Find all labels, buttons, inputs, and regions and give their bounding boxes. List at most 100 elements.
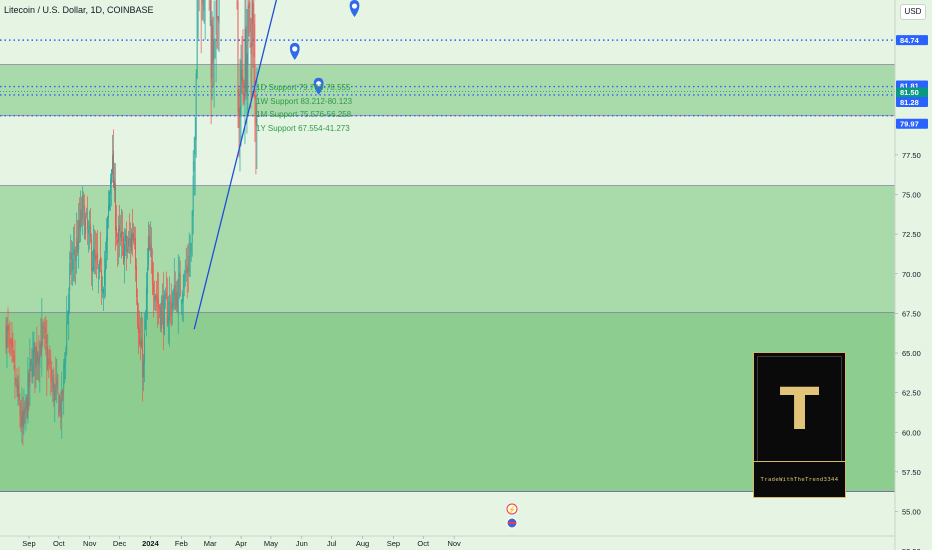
candle-body	[97, 252, 99, 265]
candle-body	[136, 300, 138, 324]
candle-body	[72, 259, 74, 270]
price-tick-label: 67.50	[902, 309, 921, 318]
candle-body	[147, 236, 149, 265]
candle-body	[119, 225, 120, 232]
time-tick-label: Mar	[204, 539, 217, 548]
candle-body	[180, 300, 182, 302]
trend-line-group[interactable]	[193, 0, 352, 330]
candle-body	[142, 360, 144, 378]
candle-body	[49, 358, 51, 364]
candle-body	[202, 0, 204, 4]
flash-event-icon[interactable]	[506, 503, 518, 515]
candle-body	[92, 267, 94, 274]
candle-body	[132, 232, 133, 240]
label-level-4	[896, 96, 928, 107]
candle-body	[35, 347, 37, 365]
candle-body	[195, 73, 197, 141]
trend-line[interactable]	[193, 0, 350, 330]
candle-body	[78, 219, 80, 250]
candle-body	[102, 288, 104, 293]
symbol-title[interactable]: Litecoin / U.S. Dollar, 1D, COINBASE	[4, 5, 154, 15]
time-axis[interactable]: Sep Oct Nov Dec 2024 Feb Mar Apr May Jun Jul Aug Sep…	[22, 536, 461, 548]
candle-body	[138, 328, 140, 344]
candle-body	[192, 175, 194, 217]
candle-body	[43, 327, 45, 329]
candle-body	[190, 242, 192, 254]
candle-body	[122, 231, 123, 234]
candle-body	[98, 267, 100, 269]
marker-pin-1[interactable]	[289, 42, 300, 60]
candle-body	[57, 374, 59, 391]
price-axis[interactable]: 115.00112.50110.00107.50105.00102.50100.…	[895, 0, 925, 550]
candle-body	[27, 373, 29, 420]
candle-body	[124, 244, 125, 261]
candle-body	[91, 239, 93, 271]
candle-body	[134, 237, 136, 270]
candle-body	[183, 274, 185, 289]
candle-body	[247, 5, 249, 66]
candle-body	[94, 250, 96, 257]
marker-pin-2[interactable]	[313, 77, 324, 95]
candle-body	[46, 346, 48, 370]
candle-body	[120, 233, 121, 238]
candle-body	[151, 260, 153, 284]
candle-body	[114, 179, 115, 192]
candle-body	[196, 0, 198, 79]
price-tick-label: 57.50	[902, 468, 921, 477]
candle-body	[116, 226, 117, 238]
time-tick-label: Sep	[387, 539, 400, 548]
candle-body	[107, 217, 109, 241]
candle-body	[48, 362, 50, 364]
price-tick-label: 60.00	[902, 428, 921, 437]
candle-body	[185, 270, 187, 272]
candle-body	[80, 208, 82, 231]
support-note-1d: 1D Support 79.793-78.555	[256, 83, 351, 92]
time-tick-label: 2024	[142, 539, 160, 548]
candle-body	[38, 353, 40, 363]
candle-body	[245, 26, 247, 92]
candle-body	[158, 305, 160, 311]
time-tick-label: Jul	[327, 539, 337, 548]
price-tick-label: 70.00	[902, 270, 921, 279]
candle-body	[211, 19, 213, 78]
candle-body	[30, 358, 32, 365]
candle-body	[152, 282, 154, 295]
label-level-2	[896, 35, 928, 46]
candle-body	[104, 270, 106, 286]
candle-body	[189, 255, 191, 258]
marker-pin-4[interactable]	[349, 0, 360, 18]
candle-body	[176, 291, 178, 310]
chart-markers[interactable]	[289, 0, 360, 95]
price-tick-label: 65.00	[902, 349, 921, 358]
candle-body	[121, 231, 122, 241]
time-tick-label: Dec	[113, 539, 127, 548]
candle-body	[256, 117, 258, 129]
candle-body	[83, 199, 85, 201]
candles	[5, 0, 258, 446]
candle-body	[23, 407, 25, 429]
candle-body	[24, 409, 26, 414]
candle-body	[133, 238, 135, 240]
candle-body	[125, 234, 126, 242]
candle-body	[178, 274, 180, 277]
candle-body	[130, 237, 131, 247]
candle-body	[251, 0, 253, 47]
candle-body	[100, 257, 102, 265]
candle-body	[18, 380, 20, 401]
event-icons[interactable]: ⚡	[506, 503, 518, 529]
candle-body	[32, 349, 34, 378]
currency-button[interactable]: USD	[900, 4, 926, 20]
candle-body	[11, 339, 13, 348]
candle-body	[129, 238, 130, 240]
flag-stripe	[508, 522, 516, 524]
candle-body	[59, 399, 61, 413]
support-zone-1	[0, 64, 895, 116]
candle-body	[243, 93, 245, 102]
candle-body	[87, 217, 89, 230]
support-notes: 1D Support 79.793-78.555 1W Support 83.2…	[256, 81, 352, 135]
candle-body	[252, 3, 254, 25]
candle-body	[17, 384, 19, 397]
candle-body	[135, 265, 137, 297]
